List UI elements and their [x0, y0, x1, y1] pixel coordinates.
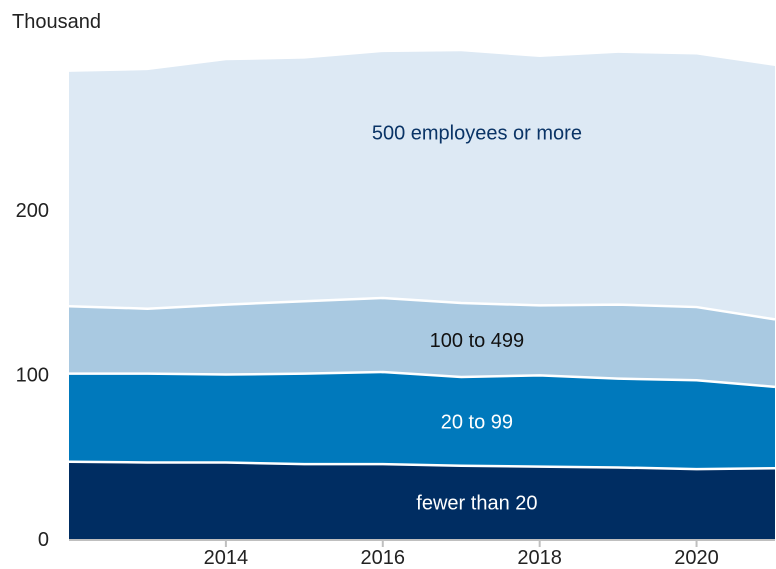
- area-20-to-99: [69, 372, 775, 470]
- boundary-fewer-than-20: [68, 460, 776, 471]
- y-tick-label: 0: [38, 529, 49, 551]
- x-tick-label: 2020: [674, 547, 719, 569]
- area-label-fewer-than-20: fewer than 20: [416, 492, 537, 514]
- area-100-to-499: [69, 298, 775, 387]
- area-labels-group: fewer than 20 20 to 99 100 to 499 500 emplo…: [372, 123, 582, 515]
- y-tick-label: 200: [16, 200, 49, 222]
- x-tick-label: 2016: [361, 547, 406, 569]
- area-label-100-to-499: 100 to 499: [430, 330, 525, 352]
- x-axis-tick-labels: 2014 2016 2018 2020: [204, 540, 719, 569]
- y-tick-label: 100: [16, 365, 49, 387]
- x-tick-label: 2014: [204, 547, 249, 569]
- boundary-100-to-499: [68, 296, 776, 321]
- boundary-20-to-99: [69, 370, 776, 389]
- area-fewer-than-20: [69, 461, 775, 539]
- area-label-20-to-99: 20 to 99: [441, 411, 513, 433]
- area-500-employees-or-more: [69, 51, 775, 320]
- x-tick-label: 2018: [517, 547, 562, 569]
- areas-group: [68, 51, 776, 539]
- y-axis-tick-labels: 0 100 200: [16, 200, 49, 551]
- y-axis-unit-label: Thousand: [12, 11, 101, 33]
- area-label-500-employees-or-more: 500 employees or more: [372, 123, 582, 145]
